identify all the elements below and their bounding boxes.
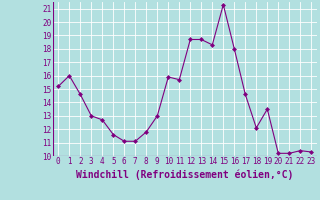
X-axis label: Windchill (Refroidissement éolien,°C): Windchill (Refroidissement éolien,°C) <box>76 169 293 180</box>
